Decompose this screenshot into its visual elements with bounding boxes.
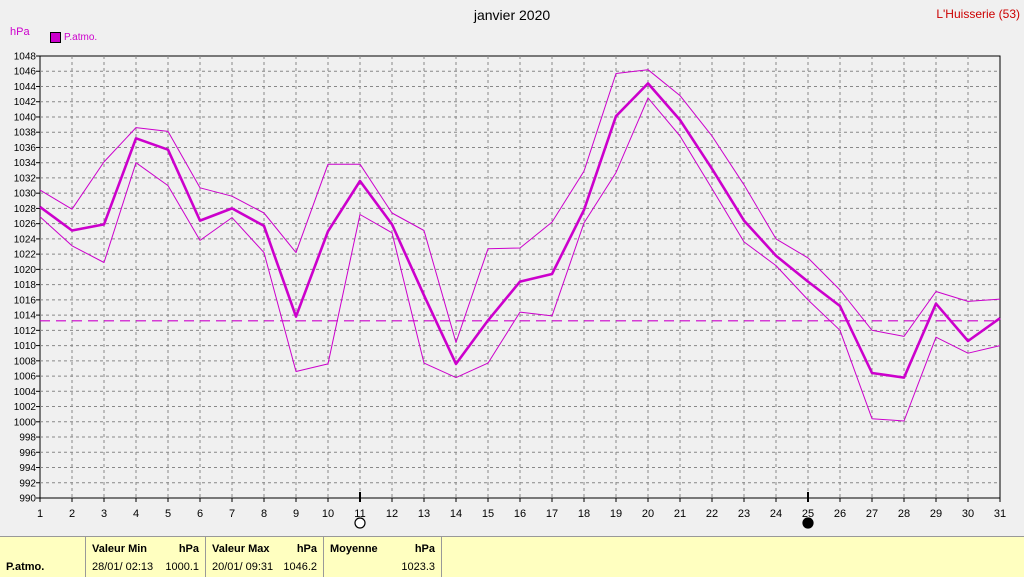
y-tick-label: 996 — [19, 448, 36, 459]
x-tick-label: 6 — [197, 508, 203, 520]
x-tick-label: 10 — [322, 508, 334, 520]
series-max-line — [39, 69, 1001, 343]
y-tick-label: 1006 — [14, 372, 37, 383]
max-time: 20/01/ 09:31 — [212, 561, 274, 573]
y-tick-label: 992 — [19, 478, 36, 489]
chart-title: janvier 2020 — [473, 7, 551, 23]
station-location: L'Huisserie (53) — [936, 7, 1020, 21]
y-tick-label: 1018 — [14, 280, 37, 291]
x-tick-label: 7 — [229, 508, 235, 520]
min-unit: hPa — [178, 543, 199, 555]
y-tick-label: 1048 — [14, 52, 37, 63]
x-tick-label: 23 — [738, 508, 750, 520]
y-tick-label: 1030 — [14, 189, 37, 200]
param-label: P.atmo. — [6, 561, 45, 573]
x-tick-label: 28 — [898, 508, 910, 520]
x-tick-label: 12 — [386, 508, 398, 520]
param-cell: P.atmo. — [0, 537, 86, 577]
y-tick-label: 1036 — [14, 143, 37, 154]
x-tick-label: 17 — [546, 508, 558, 520]
max-label: Valeur Max — [212, 543, 270, 555]
x-tick-label: 3 — [101, 508, 107, 520]
y-tick-label: 1000 — [14, 417, 37, 428]
y-tick-label: 1024 — [14, 234, 37, 245]
y-tick-label: 998 — [19, 433, 36, 444]
x-tick-label: 5 — [165, 508, 171, 520]
avg-value: 1023.3 — [401, 561, 435, 573]
y-tick-label: 1044 — [14, 82, 37, 93]
y-axis-unit: hPa — [10, 26, 30, 38]
y-tick-label: 1032 — [14, 173, 37, 184]
x-tick-label: 22 — [706, 508, 718, 520]
avg-unit: hPa — [414, 543, 435, 555]
y-tick-label: 1004 — [14, 387, 37, 398]
y-tick-label: 1014 — [14, 311, 37, 322]
avg-label: Moyenne — [330, 543, 378, 555]
min-cell: Valeur Min hPa 28/01/ 02:13 1000.1 — [86, 537, 206, 577]
x-tick-label: 13 — [418, 508, 430, 520]
x-tick-label: 15 — [482, 508, 494, 520]
y-tick-label: 990 — [19, 494, 36, 505]
x-tick-label: 20 — [642, 508, 654, 520]
y-tick-label: 1022 — [14, 250, 37, 261]
x-tick-label: 31 — [994, 508, 1006, 520]
x-tick-label: 16 — [514, 508, 526, 520]
y-tick-label: 1002 — [14, 402, 37, 413]
max-cell: Valeur Max hPa 20/01/ 09:31 1046.2 — [206, 537, 324, 577]
x-tick-label: 24 — [770, 508, 782, 520]
y-tick-label: 1028 — [14, 204, 37, 215]
x-tick-label: 11 — [354, 508, 365, 520]
y-tick-label: 1012 — [14, 326, 37, 337]
x-tick-label: 29 — [930, 508, 942, 520]
y-tick-label: 1046 — [14, 67, 37, 78]
y-tick-label: 1038 — [14, 128, 37, 139]
x-tick-label: 14 — [450, 508, 462, 520]
y-tick-label: 1016 — [14, 295, 37, 306]
x-tick-label: 19 — [610, 508, 622, 520]
x-tick-label: 1 — [37, 508, 43, 520]
x-tick-label: 8 — [261, 508, 267, 520]
min-time: 28/01/ 02:13 — [92, 561, 154, 573]
y-tick-label: 1008 — [14, 356, 37, 367]
y-tick-label: 1040 — [14, 112, 37, 123]
x-tick-label: 2 — [69, 508, 75, 520]
x-tick-label: 27 — [866, 508, 878, 520]
stats-footer: P.atmo. Valeur Min hPa 28/01/ 02:13 1000.1… — [0, 536, 1024, 577]
x-tick-label: 26 — [834, 508, 846, 520]
pressure-chart: 9909929949969981000100210041006100810101… — [14, 52, 1006, 529]
min-label: Valeur Min — [92, 543, 148, 555]
avg-cell: Moyenne hPa 1023.3 — [324, 537, 442, 577]
x-tick-label: 21 — [674, 508, 686, 520]
y-tick-label: 1034 — [14, 158, 37, 169]
legend-swatch — [50, 32, 61, 43]
y-tick-label: 1020 — [14, 265, 37, 276]
series-mean-line — [39, 82, 1001, 379]
x-tick-label: 25 — [802, 508, 814, 520]
max-value: 1046.2 — [283, 561, 317, 573]
y-tick-label: 994 — [19, 463, 36, 474]
legend: P.atmo. — [50, 32, 97, 43]
max-unit: hPa — [296, 543, 317, 555]
x-tick-label: 18 — [578, 508, 590, 520]
y-tick-label: 1010 — [14, 341, 37, 352]
min-value: 1000.1 — [165, 561, 199, 573]
y-tick-label: 1026 — [14, 219, 37, 230]
full-moon-icon — [354, 517, 366, 529]
x-tick-label: 4 — [133, 508, 139, 520]
legend-label: P.atmo. — [64, 32, 98, 43]
series-min-line — [39, 97, 1001, 422]
new-moon-icon — [802, 517, 814, 529]
y-tick-label: 1042 — [14, 97, 37, 108]
x-tick-label: 9 — [293, 508, 299, 520]
x-tick-label: 30 — [962, 508, 974, 520]
